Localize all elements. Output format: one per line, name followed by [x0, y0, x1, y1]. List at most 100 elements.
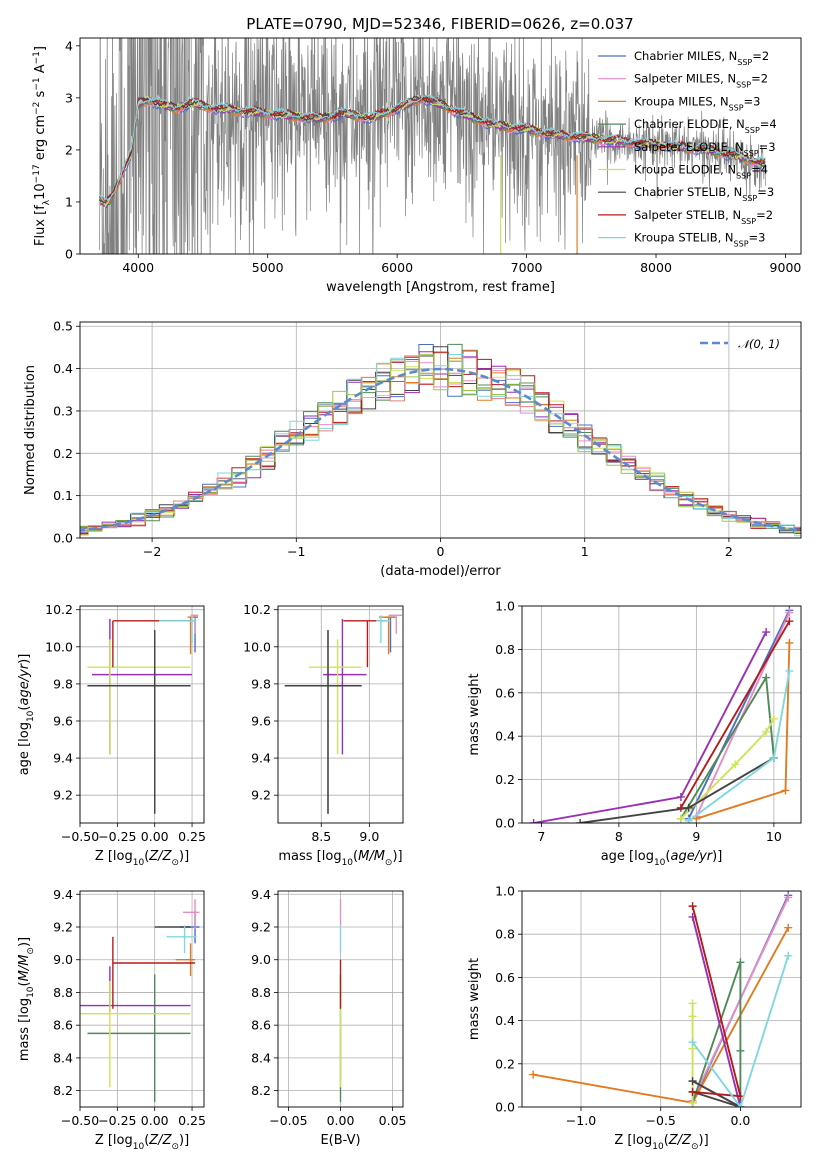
weight-marker	[529, 819, 538, 823]
spectrum-xtick-label: 9000	[770, 260, 802, 275]
mass-vs-Z-ytick-label: 9.2	[53, 920, 73, 935]
weight-vs-Z-axes: −1.0 −0.5 0.0 0.0 0.2 0.4 0.6 0.8 1.0	[495, 884, 801, 1128]
spectrum-ylabel: Flux [fλ10−17 erg cm−2 s−1 A−1]	[32, 46, 52, 246]
age-vs-mass-ytick-label: 10.0	[243, 639, 271, 654]
weight-line	[680, 620, 791, 809]
gaussian-legend-label: 𝒩(0, 1)	[738, 337, 780, 351]
weight-vs-Z-xlabel: Z [log10(Z/Z⊙)]	[614, 1133, 708, 1152]
weight-marker	[785, 608, 794, 617]
weight-vs-Z-ylabel: mass weight	[467, 958, 482, 1040]
mass-vs-ebv-ytick-label: 9.2	[251, 920, 271, 935]
weight-marker	[781, 786, 790, 795]
weight-marker	[688, 1087, 697, 1096]
age-vs-mass-ytick-label: 9.8	[251, 676, 271, 691]
age-vs-Z-xlabel: Z [log10(Z/Z⊙)]	[95, 849, 189, 868]
residuals-ytick-label: 0.1	[53, 488, 73, 503]
weight-vs-Z-ytick-label: 1.0	[495, 884, 515, 899]
weight-vs-age-xtick-label: 9	[692, 829, 700, 844]
age-vs-Z-ytick-label: 9.2	[53, 788, 73, 803]
weight-vs-Z-ytick-label: 0.0	[495, 1100, 515, 1115]
spectrum-ytick-label: 0	[65, 247, 73, 262]
weight-marker	[688, 1077, 697, 1086]
age-vs-Z-xtick-label: 0.25	[178, 829, 206, 844]
legend-entry: Salpeter ELODIE, NSSP=3	[634, 140, 776, 158]
spectrum-ytick-label: 2	[65, 142, 73, 157]
weight-marker	[784, 893, 793, 902]
weight-vs-Z-ytick-label: 0.8	[495, 927, 515, 942]
mass-vs-Z-xlabel: Z [log10(Z/Z⊙)]	[95, 1133, 189, 1152]
spectrum-ytick-label: 1	[65, 194, 73, 209]
weight-marker	[785, 617, 794, 626]
spectrum-ytick-label: 3	[65, 90, 73, 105]
weight-marker	[762, 673, 771, 682]
age-vs-Z-ytick-label: 9.4	[53, 751, 73, 766]
spectrum-xlabel: wavelength [Angstrom, rest frame]	[326, 280, 555, 295]
mass-vs-ebv-xlabel: E(B-V)	[320, 1133, 360, 1148]
age-vs-Z-xtick-label: 0.00	[141, 829, 169, 844]
weight-marker	[676, 792, 685, 801]
legend-entry: Chabrier MILES, NSSP=2	[634, 49, 769, 67]
weight-vs-Z-xtick-label: −1.0	[566, 1113, 596, 1128]
mass-vs-ebv-ytick-label: 8.6	[251, 1018, 271, 1033]
mass-vs-Z-xtick-label: 0.00	[141, 1113, 169, 1128]
weight-vs-age-ytick-label: 0.8	[495, 642, 515, 657]
weight-marker	[784, 923, 793, 932]
age-vs-mass-xlabel: mass [log10(M/M⊙)]	[278, 849, 402, 868]
residuals-xtick-label: 2	[725, 544, 733, 559]
mass-vs-ebv-ytick-label: 8.4	[251, 1050, 271, 1065]
weight-marker	[688, 1038, 697, 1047]
weight-marker	[784, 951, 793, 960]
residuals-ytick-label: 0.2	[53, 446, 73, 461]
spectrum-xtick-label: 6000	[381, 260, 413, 275]
weight-vs-Z-ytick-label: 0.6	[495, 970, 515, 985]
spectrum-axes: 4000 5000 6000 7000 8000 9000 0 1 2 3 4	[65, 38, 801, 275]
mass-vs-ebv-ytick-label: 9.4	[251, 887, 271, 902]
weight-marker	[785, 638, 794, 647]
weight-marker	[785, 667, 794, 676]
spectrum-xtick-label: 8000	[640, 260, 672, 275]
weight-line	[692, 1080, 741, 1107]
age-vs-mass-axes: 8.5 9.0 9.2 9.4 9.6 9.8 10.0 10.2	[243, 602, 403, 844]
model-curve	[98, 96, 766, 202]
legend-entry: Chabrier STELIB, NSSP=3	[634, 185, 774, 203]
weight-vs-age-xtick-label: 7	[537, 829, 545, 844]
weight-marker	[762, 628, 771, 637]
age-vs-mass-ytick-label: 9.4	[251, 751, 271, 766]
weight-vs-Z-xtick-label: 0.0	[730, 1113, 750, 1128]
mass-vs-ebv-xtick-label: −0.05	[269, 1113, 307, 1128]
weight-marker	[736, 1103, 745, 1107]
weight-line	[691, 961, 742, 1107]
weight-marker	[676, 814, 685, 823]
mass-vs-Z-ytick-label: 9.4	[53, 887, 73, 902]
weight-line	[687, 609, 791, 820]
observed-spectrum	[98, 38, 767, 254]
weight-marker	[684, 803, 693, 812]
model-curve	[98, 94, 766, 202]
residuals-ytick-label: 0.4	[53, 361, 73, 376]
residuals-xtick-label: −2	[143, 544, 161, 559]
residuals-ytick-label: 0.5	[53, 319, 73, 334]
legend-entry: Salpeter MILES, NSSP=2	[634, 72, 768, 90]
age-vs-Z-ylabel: age [log10(age/yr)]	[17, 654, 36, 776]
mass-vs-ebv-frame	[277, 890, 404, 1108]
mass-vs-Z-ytick-label: 8.4	[53, 1050, 73, 1065]
age-vs-Z-ytick-label: 10.2	[45, 602, 73, 617]
mass-vs-ebv-ytick-label: 8.8	[251, 985, 271, 1000]
age-vs-Z-frame	[79, 605, 205, 824]
mass-vs-Z-xtick-label: −0.25	[98, 1113, 136, 1128]
weight-marker	[684, 816, 693, 823]
mass-vs-ebv-xtick-label: 0.00	[327, 1113, 355, 1128]
spectrum-xtick-label: 5000	[252, 260, 284, 275]
legend-entry: Kroupa ELODIE, NSSP=4	[634, 163, 768, 181]
weight-vs-Z-frame	[521, 890, 802, 1108]
mass-vs-Z-ytick-label: 8.6	[53, 1018, 73, 1033]
mass-vs-Z-xtick-label: 0.25	[178, 1113, 206, 1128]
spectrum-xtick-label: 7000	[511, 260, 543, 275]
mass-vs-ebv-xtick-label: 0.05	[379, 1113, 407, 1128]
weight-vs-age-frame	[521, 605, 802, 824]
age-vs-mass-ytick-label: 9.6	[251, 713, 271, 728]
age-vs-Z-xtick-label: −0.50	[61, 829, 99, 844]
mass-vs-Z-xtick-label: −0.50	[61, 1113, 99, 1128]
residuals-xlabel: (data-model)/error	[380, 564, 501, 579]
spectrum-legend: Chabrier MILES, NSSP=2 Salpeter MILES, NS…	[598, 49, 777, 248]
